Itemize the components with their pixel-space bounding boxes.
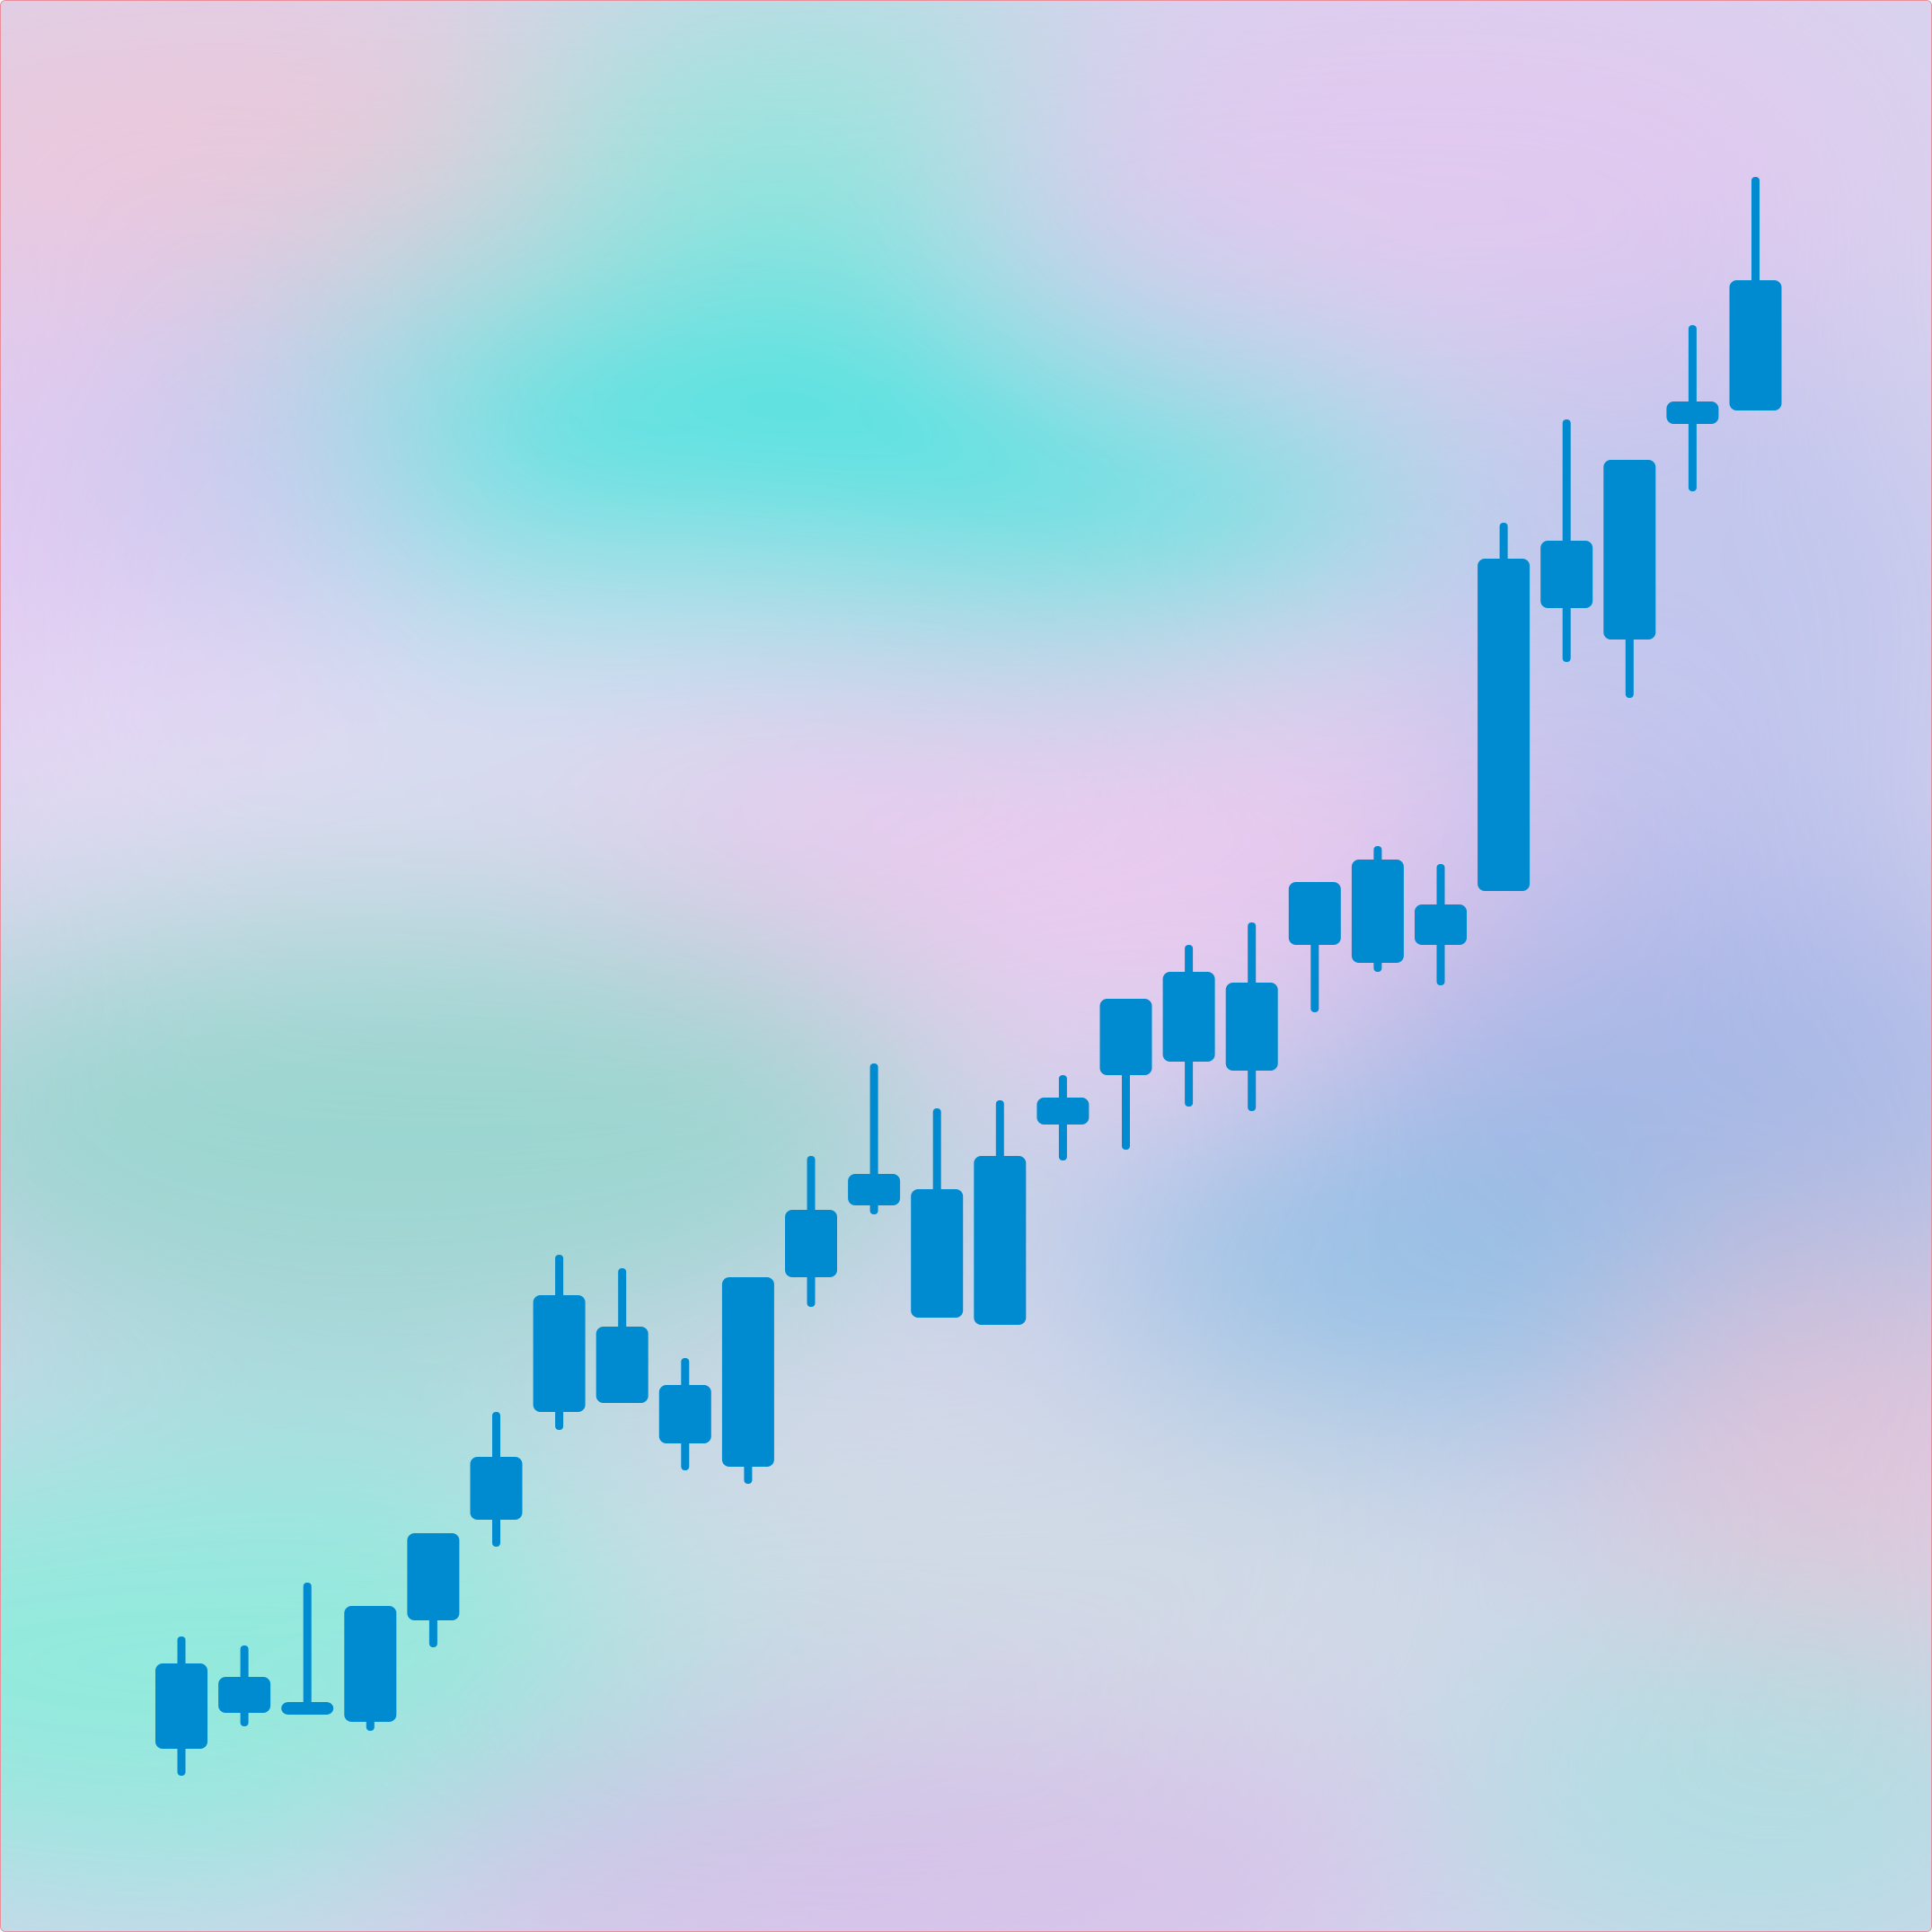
candle-18 bbox=[1225, 922, 1278, 1111]
candle-11 bbox=[785, 1156, 837, 1307]
candle-body bbox=[595, 1327, 648, 1403]
candle-20 bbox=[1351, 846, 1404, 972]
candle-body bbox=[281, 1702, 334, 1715]
candle-8 bbox=[595, 1268, 648, 1403]
candle-body bbox=[1225, 983, 1278, 1071]
candle-1 bbox=[155, 1636, 207, 1776]
candle-body bbox=[1729, 280, 1782, 410]
candle-14 bbox=[974, 1100, 1027, 1325]
candle-26 bbox=[1729, 177, 1782, 410]
candle-body bbox=[1540, 541, 1593, 608]
candle-body bbox=[911, 1189, 964, 1318]
candle-4 bbox=[344, 1606, 397, 1731]
candle-3 bbox=[281, 1583, 334, 1715]
candle-body bbox=[658, 1385, 711, 1443]
candle-21 bbox=[1415, 864, 1467, 985]
candle-body bbox=[218, 1677, 271, 1713]
candle-body bbox=[1603, 460, 1656, 640]
candle-body bbox=[785, 1210, 837, 1277]
candle-wick bbox=[303, 1583, 312, 1713]
candle-body bbox=[1162, 972, 1215, 1062]
candle-19 bbox=[1288, 882, 1341, 1012]
candle-16 bbox=[1099, 999, 1152, 1150]
candle-body bbox=[721, 1277, 774, 1467]
candle-body bbox=[974, 1156, 1027, 1325]
candles-group bbox=[155, 177, 1782, 1776]
candle-17 bbox=[1162, 945, 1215, 1107]
candle-6 bbox=[470, 1412, 523, 1547]
candle-24 bbox=[1603, 460, 1656, 698]
candle-13 bbox=[911, 1108, 964, 1318]
candle-body bbox=[155, 1663, 207, 1749]
candle-body bbox=[470, 1457, 523, 1520]
candle-body bbox=[1351, 860, 1404, 963]
candle-22 bbox=[1478, 523, 1531, 891]
candle-body bbox=[344, 1606, 397, 1722]
candle-5 bbox=[407, 1533, 460, 1647]
candle-25 bbox=[1666, 325, 1719, 491]
candle-body bbox=[1666, 401, 1719, 424]
candle-body bbox=[848, 1174, 901, 1205]
candle-12 bbox=[848, 1063, 901, 1214]
candle-body bbox=[533, 1295, 586, 1412]
candle-body bbox=[1099, 999, 1152, 1075]
candle-7 bbox=[533, 1255, 586, 1430]
candle-body bbox=[407, 1533, 460, 1620]
candle-2 bbox=[218, 1645, 271, 1726]
candle-body bbox=[1478, 559, 1531, 891]
candle-23 bbox=[1540, 419, 1593, 662]
candle-9 bbox=[658, 1358, 711, 1470]
candle-body bbox=[1037, 1098, 1090, 1125]
candle-body bbox=[1415, 904, 1467, 945]
candle-10 bbox=[721, 1277, 774, 1484]
candle-body bbox=[1288, 882, 1341, 945]
candle-15 bbox=[1037, 1075, 1090, 1160]
